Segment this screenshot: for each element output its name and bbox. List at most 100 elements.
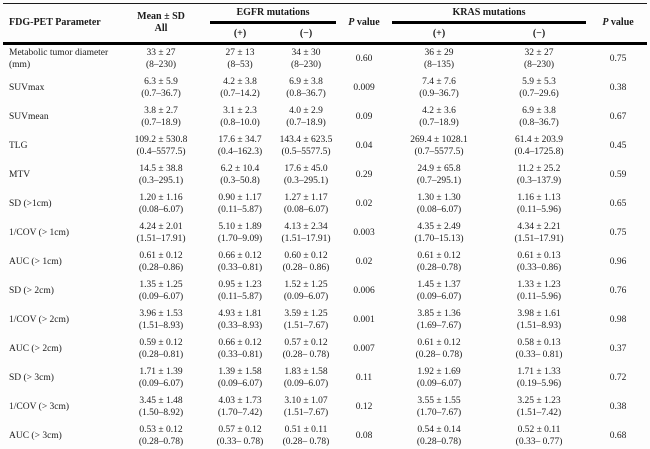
table-row: SD (> 2cm) 1.35 ± 1.25 (0.09–6.07) 0.95 … <box>3 277 647 306</box>
egfr-positive-range: (0.33–0.81) <box>217 262 263 273</box>
cell-kras-negative: 0.58 ± 0.13 (0.33– 0.81) <box>489 335 589 364</box>
all-mean: 6.3 ± 5.9 <box>144 77 178 87</box>
parameter-name: SD (>1cm) <box>9 198 52 209</box>
cell-kras-positive: 24.9 ± 65.8 (0.7–295.1) <box>389 161 489 190</box>
cell-egfr-positive: 0.90 ± 1.17 (0.11–5.87) <box>207 190 273 219</box>
kras-positive-mean: 1.45 ± 1.37 <box>417 280 461 290</box>
all-range: (0.4–5577.5) <box>136 146 186 157</box>
all-label: All <box>154 23 168 34</box>
col-header-kras-group: KRAS mutations <box>389 4 589 24</box>
cell-kras-negative: 11.2 ± 25.2 (0.3–137.9) <box>489 161 589 190</box>
cell-all: 3.45 ± 1.48 (1.50–8.92) <box>115 393 207 422</box>
cell-p-value-egfr: 0.02 <box>355 198 373 209</box>
cell-all: 14.5 ± 38.8 (0.3–295.1) <box>115 161 207 190</box>
cell-all: 0.61 ± 0.12 (0.28–0.86) <box>115 248 207 277</box>
cell-kras-negative: 5.9 ± 5.3 (0.7–29.6) <box>489 74 589 103</box>
kras-positive-mean: 269.4 ± 1028.1 <box>410 135 468 145</box>
egfr-positive-mean: 0.66 ± 0.12 <box>218 251 262 261</box>
cell-p-value-egfr: 0.29 <box>355 169 373 180</box>
cell-kras-negative: 6.9 ± 3.8 (0.8–36.7) <box>489 103 589 132</box>
kras-negative-mean: 0.58 ± 0.13 <box>517 338 561 348</box>
cell-all: 1.20 ± 1.16 (0.08–6.07) <box>115 190 207 219</box>
kras-positive-mean: 0.54 ± 0.14 <box>417 425 461 435</box>
cell-p-value-kras: 0.45 <box>609 140 627 151</box>
all-mean: 14.5 ± 38.8 <box>139 164 183 174</box>
kras-positive-range: (0.7–18.9) <box>419 117 459 128</box>
cell-p-value-kras: 0.96 <box>609 256 627 267</box>
cell-all: 4.24 ± 2.01 (1.51–17.91) <box>115 219 207 248</box>
kras-positive-range: (1.69–7.67) <box>416 320 462 331</box>
egfr-negative-range: (8–230) <box>290 59 322 70</box>
parameter-name: AUC (> 2cm) <box>9 343 62 354</box>
kras-negative-range: (0.33–0.86) <box>516 262 562 273</box>
cell-p-value-kras: 0.75 <box>609 53 627 64</box>
kras-negative-mean: 1.33 ± 1.23 <box>517 280 561 290</box>
all-range: (1.51–17.91) <box>136 233 186 244</box>
cell-kras-negative: 1.71 ± 1.33 (0.19–5.96) <box>489 364 589 393</box>
parameter-unit: (mm) <box>9 59 31 70</box>
cell-kras-positive: 0.61 ± 0.12 (0.28– 0.78) <box>389 335 489 364</box>
egfr-negative-mean: 1.27 ± 1.17 <box>284 193 328 203</box>
egfr-positive-mean: 1.39 ± 1.58 <box>218 367 262 377</box>
kras-negative-range: (1.51–8.93) <box>516 320 562 331</box>
all-range: (0.3–295.1) <box>138 175 184 186</box>
all-range: (8–230) <box>145 59 177 70</box>
kras-negative-mean: 11.2 ± 25.2 <box>517 164 561 174</box>
col-header-egfr-group: EGFR mutations <box>207 4 339 24</box>
cell-parameter: AUC (> 2cm) <box>3 335 115 364</box>
cell-p-value-kras: 0.65 <box>609 198 627 209</box>
cell-parameter: 1/COV (> 1cm) <box>3 219 115 248</box>
cell-p-value-kras: 0.59 <box>609 169 627 180</box>
cell-p-value-egfr: 0.006 <box>353 285 375 296</box>
egfr-positive-range: (8–53) <box>227 59 253 70</box>
kras-positive-mean: 36 ± 29 <box>424 48 454 58</box>
table-row: 1/COV (> 1cm) 4.24 ± 2.01 (1.51–17.91) 5… <box>3 219 647 248</box>
cell-p-value-kras: 0.68 <box>609 430 627 441</box>
cell-parameter: SD (> 2cm) <box>3 277 115 306</box>
cell-kras-negative: 1.16 ± 1.13 (0.11–5.96) <box>489 190 589 219</box>
cell-parameter: AUC (> 1cm) <box>3 248 115 277</box>
egfr-negative-mean: 1.83 ± 1.58 <box>284 367 328 377</box>
parameter-name: Metabolic tumor diameter <box>9 48 109 58</box>
cell-parameter: SD (> 3cm) <box>3 364 115 393</box>
kras-negative-mean: 6.9 ± 3.8 <box>522 106 556 116</box>
cell-parameter: 1/COV (> 3cm) <box>3 393 115 422</box>
egfr-positive-range: (0.11–5.87) <box>218 291 262 302</box>
cell-kras-positive: 1.30 ± 1.30 (0.08–6.07) <box>389 190 489 219</box>
egfr-positive-mean: 6.2 ± 10.4 <box>220 164 260 174</box>
egfr-negative-mean: 17.6 ± 45.0 <box>284 164 328 174</box>
cell-p-value-kras: 0.38 <box>609 401 627 412</box>
cell-egfr-positive: 4.2 ± 3.8 (0.7–14.2) <box>207 74 273 103</box>
kras-positive-range: (0.09–6.07) <box>416 378 462 389</box>
cell-egfr-negative: 34 ± 30 (8–230) <box>273 44 339 75</box>
table-row: Metabolic tumor diameter (mm) 33 ± 27 (8… <box>3 44 647 75</box>
egfr-negative-range: (0.28– 0.86) <box>282 262 330 273</box>
all-mean: 0.59 ± 0.12 <box>139 338 183 348</box>
all-mean: 3.96 ± 1.53 <box>139 309 183 319</box>
p-value-label-kras-suffix: value <box>608 17 634 28</box>
cell-egfr-negative: 1.52 ± 1.25 (0.09–6.07) <box>273 277 339 306</box>
table-row: 1/COV (> 3cm) 3.45 ± 1.48 (1.50–8.92) 4.… <box>3 393 647 422</box>
egfr-positive-range: (0.11–5.87) <box>218 204 262 215</box>
cell-kras-positive: 4.35 ± 2.49 (1.70–15.13) <box>389 219 489 248</box>
egfr-positive-range: (0.3–50.8) <box>220 175 260 186</box>
egfr-positive-range: (0.7–14.2) <box>220 88 260 99</box>
kras-negative-mean: 61.4 ± 203.9 <box>515 135 563 145</box>
all-mean: 0.53 ± 0.12 <box>139 425 183 435</box>
cell-egfr-positive: 0.66 ± 0.12 (0.33–0.81) <box>207 335 273 364</box>
egfr-negative-range: (0.28– 0.78) <box>282 436 330 447</box>
cell-egfr-negative: 17.6 ± 45.0 (0.3–295.1) <box>273 161 339 190</box>
cell-egfr-negative: 143.4 ± 623.5 (0.5–5577.5) <box>273 132 339 161</box>
table-row: SUVmax 6.3 ± 5.9 (0.7–36.7) 4.2 ± 3.8 (0… <box>3 74 647 103</box>
kras-positive-range: (0.08–6.07) <box>416 204 462 215</box>
parameter-name: SD (> 2cm) <box>9 285 54 296</box>
cell-kras-positive: 269.4 ± 1028.1 (0.7–5577.5) <box>389 132 489 161</box>
parameter-name: TLG <box>9 140 28 151</box>
cell-egfr-negative: 4.13 ± 2.34 (1.51–17.91) <box>273 219 339 248</box>
kras-negative-range: (1.51–17.91) <box>514 233 564 244</box>
col-header-mean-sd-all: Mean ± SD All <box>115 4 207 44</box>
all-mean: 3.8 ± 2.7 <box>144 106 178 116</box>
kras-positive-range: (0.28– 0.78) <box>415 349 463 360</box>
kras-negative-mean: 3.98 ± 1.61 <box>517 309 561 319</box>
table-row: SUVmean 3.8 ± 2.7 (0.7–18.9) 3.1 ± 2.3 (… <box>3 103 647 132</box>
